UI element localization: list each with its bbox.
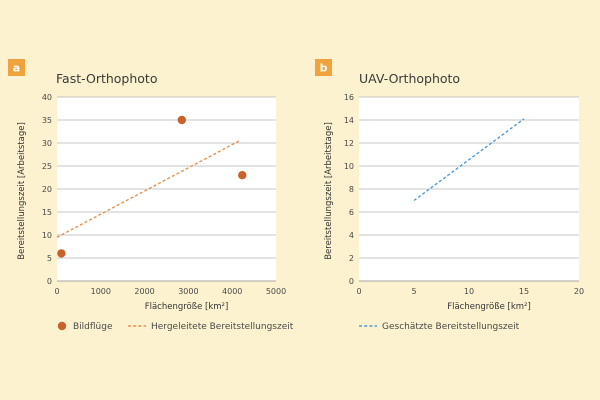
- y-tick-label: 0: [349, 277, 354, 286]
- x-tick-label: 1000: [91, 287, 111, 296]
- y-tick-label: 10: [42, 231, 52, 240]
- legend-marker: [57, 321, 67, 331]
- y-tick-label: 25: [42, 162, 52, 171]
- y-tick-label: 30: [42, 139, 52, 148]
- x-tick-label: 0: [54, 287, 59, 296]
- x-tick-label: 0: [356, 287, 361, 296]
- y-tick-label: 5: [47, 254, 52, 263]
- y-tick-label: 12: [344, 139, 354, 148]
- panel-a-badge: [8, 59, 25, 76]
- x-tick-label: 3000: [178, 287, 198, 296]
- y-tick-label: 2: [349, 254, 354, 263]
- panel-b-badge: [315, 59, 332, 76]
- y-tick-label: 40: [42, 93, 52, 102]
- x-tick-label: 10: [464, 287, 474, 296]
- panel-b-letter: b: [320, 62, 328, 75]
- y-tick-label: 6: [349, 208, 354, 217]
- series-line: [413, 118, 525, 202]
- x-tick-label: 5000: [266, 287, 286, 296]
- y-tick-label: 20: [42, 185, 52, 194]
- x-tick-label: 15: [519, 287, 529, 296]
- y-tick-label: 15: [42, 208, 52, 217]
- y-tick-label: 16: [344, 93, 354, 102]
- data-point: [177, 115, 187, 125]
- x-tick-label: 5: [411, 287, 416, 296]
- data-point: [57, 249, 66, 258]
- y-tick-label: 4: [349, 231, 354, 240]
- panel-a-letter: a: [13, 62, 20, 75]
- x-axis-label: Flächengröße [km²]: [447, 302, 531, 312]
- legend-label: Hergeleitete Bereitstellungszeit: [151, 322, 294, 332]
- x-tick-label: 20: [574, 287, 584, 296]
- y-tick-label: 14: [344, 116, 354, 125]
- y-tick-label: 0: [47, 277, 52, 286]
- y-tick-label: 10: [344, 162, 354, 171]
- panel-b-title: UAV-Orthophoto: [359, 71, 460, 86]
- legend-label: Geschätzte Bereitstellungszeit: [382, 322, 520, 332]
- panel-a-title: Fast-Orthophoto: [56, 71, 157, 86]
- x-axis-label: Flächengröße [km²]: [145, 302, 229, 312]
- x-tick-label: 2000: [134, 287, 154, 296]
- data-point: [238, 171, 247, 180]
- y-tick-label: 8: [349, 185, 354, 194]
- y-tick-label: 35: [42, 116, 52, 125]
- y-axis-label: Bereitstellungszeit [Arbeitstage]: [324, 122, 334, 260]
- y-axis-label: Bereitstellungszeit [Arbeitstage]: [17, 122, 27, 260]
- x-tick-label: 4000: [222, 287, 242, 296]
- legend-label: Bildflüge: [73, 322, 113, 332]
